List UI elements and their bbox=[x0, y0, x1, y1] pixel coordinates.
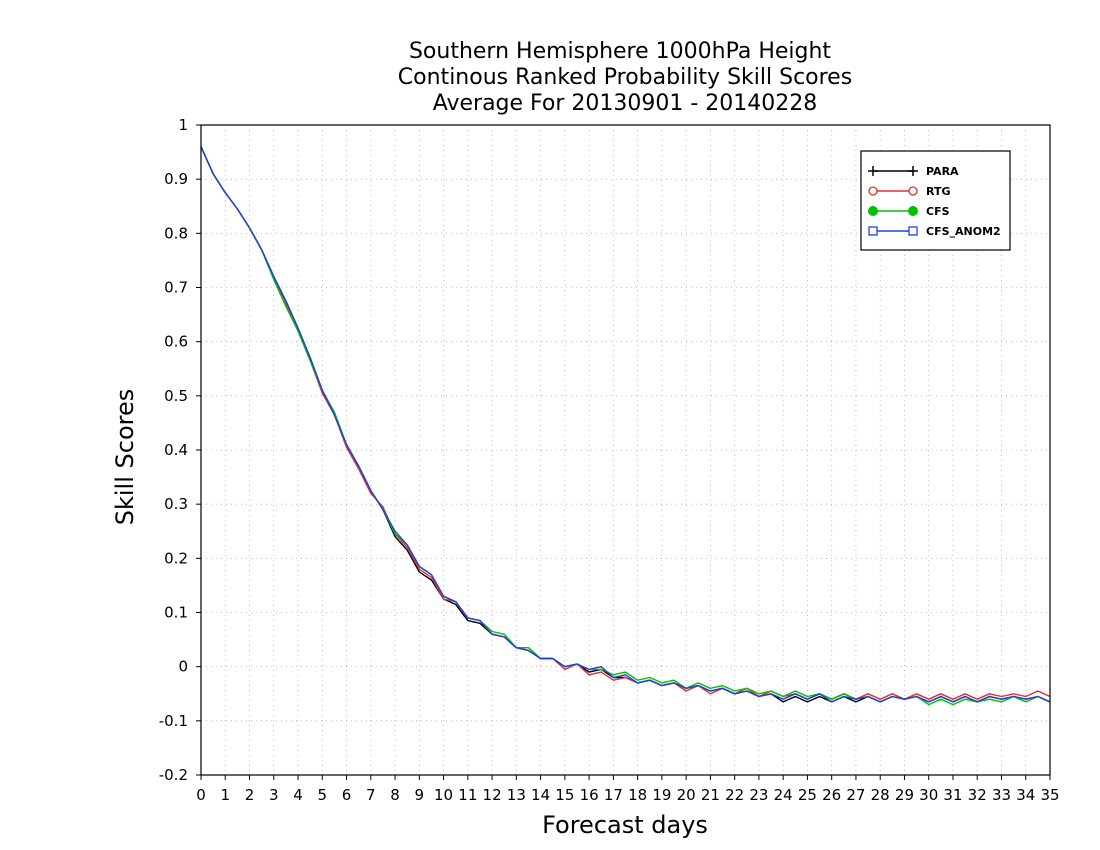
plus-marker-icon bbox=[908, 166, 918, 176]
y-tick-label: 0.6 bbox=[164, 333, 188, 351]
legend-item-para: PARA bbox=[868, 165, 959, 178]
legend: PARA RTG CFS CFS_ANOM2 bbox=[860, 150, 1011, 251]
x-tick-label: 10 bbox=[434, 786, 453, 804]
x-tick-label: 35 bbox=[1040, 786, 1059, 804]
x-tick-label: 13 bbox=[507, 786, 526, 804]
grid-lines bbox=[201, 125, 1050, 775]
y-tick-label: 0.3 bbox=[164, 495, 188, 513]
x-tick-label: 12 bbox=[483, 786, 502, 804]
y-tick-label: 0.5 bbox=[164, 387, 188, 405]
legend-label: CFS_ANOM2 bbox=[926, 225, 1001, 238]
y-axis-ticks: 1 0.9 0.8 0.7 0.6 0.5 0.4 0.3 0.2 0.1 0 -0.1 -0.2 bbox=[159, 116, 201, 784]
y-tick-label: 0.8 bbox=[164, 224, 188, 242]
x-tick-label: 28 bbox=[871, 786, 890, 804]
open-square-marker-icon bbox=[908, 226, 918, 236]
x-tick-label: 15 bbox=[555, 786, 574, 804]
y-tick-label: 0.1 bbox=[164, 604, 188, 622]
x-tick-label: 24 bbox=[774, 786, 793, 804]
plus-marker-icon bbox=[868, 166, 878, 176]
y-tick-label: 0 bbox=[178, 658, 188, 676]
x-tick-label: 21 bbox=[701, 786, 720, 804]
x-tick-label: 6 bbox=[342, 786, 352, 804]
open-circle-marker-icon bbox=[868, 186, 878, 196]
x-tick-label: 11 bbox=[458, 786, 477, 804]
x-tick-label: 7 bbox=[366, 786, 376, 804]
y-tick-label: 0.9 bbox=[164, 170, 188, 188]
legend-label: RTG bbox=[926, 185, 951, 198]
x-tick-label: 20 bbox=[677, 786, 696, 804]
legend-label: CFS bbox=[926, 205, 950, 218]
series-line-cfs-anom2 bbox=[200, 146, 1051, 703]
x-tick-label: 5 bbox=[318, 786, 328, 804]
x-tick-label: 31 bbox=[943, 786, 962, 804]
x-tick-label: 1 bbox=[220, 786, 230, 804]
filled-circle-marker-icon bbox=[908, 206, 918, 216]
x-tick-label: 33 bbox=[992, 786, 1011, 804]
x-tick-label: 34 bbox=[1016, 786, 1035, 804]
x-tick-label: 4 bbox=[293, 786, 303, 804]
y-axis-label: Skill Scores bbox=[111, 389, 139, 526]
x-tick-label: 8 bbox=[390, 786, 400, 804]
x-tick-label: 18 bbox=[628, 786, 647, 804]
legend-item-rtg: RTG bbox=[868, 185, 951, 198]
x-tick-label: 29 bbox=[895, 786, 914, 804]
open-circle-marker-icon bbox=[908, 186, 918, 196]
filled-circle-marker-icon bbox=[868, 206, 878, 216]
legend-box bbox=[860, 150, 1011, 251]
title-line-3: Average For 20130901 - 20140228 bbox=[433, 91, 818, 116]
x-tick-label: 23 bbox=[749, 786, 768, 804]
x-axis-label: Forecast days bbox=[542, 811, 708, 839]
x-tick-label: 30 bbox=[919, 786, 938, 804]
legend-item-cfs: CFS bbox=[868, 205, 950, 218]
x-tick-label: 32 bbox=[968, 786, 987, 804]
y-tick-label: 1 bbox=[178, 116, 188, 134]
x-tick-label: 2 bbox=[245, 786, 255, 804]
title-line-1: Southern Hemisphere 1000hPa Height bbox=[409, 39, 831, 64]
legend-label: PARA bbox=[926, 165, 959, 178]
x-tick-label: 0 bbox=[196, 786, 206, 804]
legend-item-cfs-anom2: CFS_ANOM2 bbox=[868, 225, 1001, 238]
x-tick-label: 27 bbox=[846, 786, 865, 804]
y-tick-label: 0.4 bbox=[164, 441, 188, 459]
x-tick-label: 16 bbox=[580, 786, 599, 804]
y-tick-label: 0.2 bbox=[164, 549, 188, 567]
x-tick-label: 26 bbox=[822, 786, 841, 804]
y-tick-label: -0.2 bbox=[159, 766, 188, 784]
x-tick-label: 22 bbox=[725, 786, 744, 804]
title-line-2: Continous Ranked Probability Skill Score… bbox=[398, 65, 852, 90]
x-tick-label: 14 bbox=[531, 786, 550, 804]
x-tick-label: 19 bbox=[652, 786, 671, 804]
y-tick-label: -0.1 bbox=[159, 712, 188, 730]
x-tick-label: 9 bbox=[415, 786, 425, 804]
x-tick-label: 17 bbox=[604, 786, 623, 804]
open-square-marker-icon bbox=[868, 226, 878, 236]
chart-title: Southern Hemisphere 1000hPa Height Conti… bbox=[398, 39, 852, 116]
x-tick-label: 25 bbox=[798, 786, 817, 804]
x-tick-label: 3 bbox=[269, 786, 279, 804]
y-tick-label: 0.7 bbox=[164, 279, 188, 297]
series-layer bbox=[200, 146, 1051, 706]
x-axis-ticks: 0 1 2 3 4 5 6 7 8 9 10 11 12 13 14 15 16 17 18 19 20 21 22 23 24… bbox=[196, 775, 1060, 804]
